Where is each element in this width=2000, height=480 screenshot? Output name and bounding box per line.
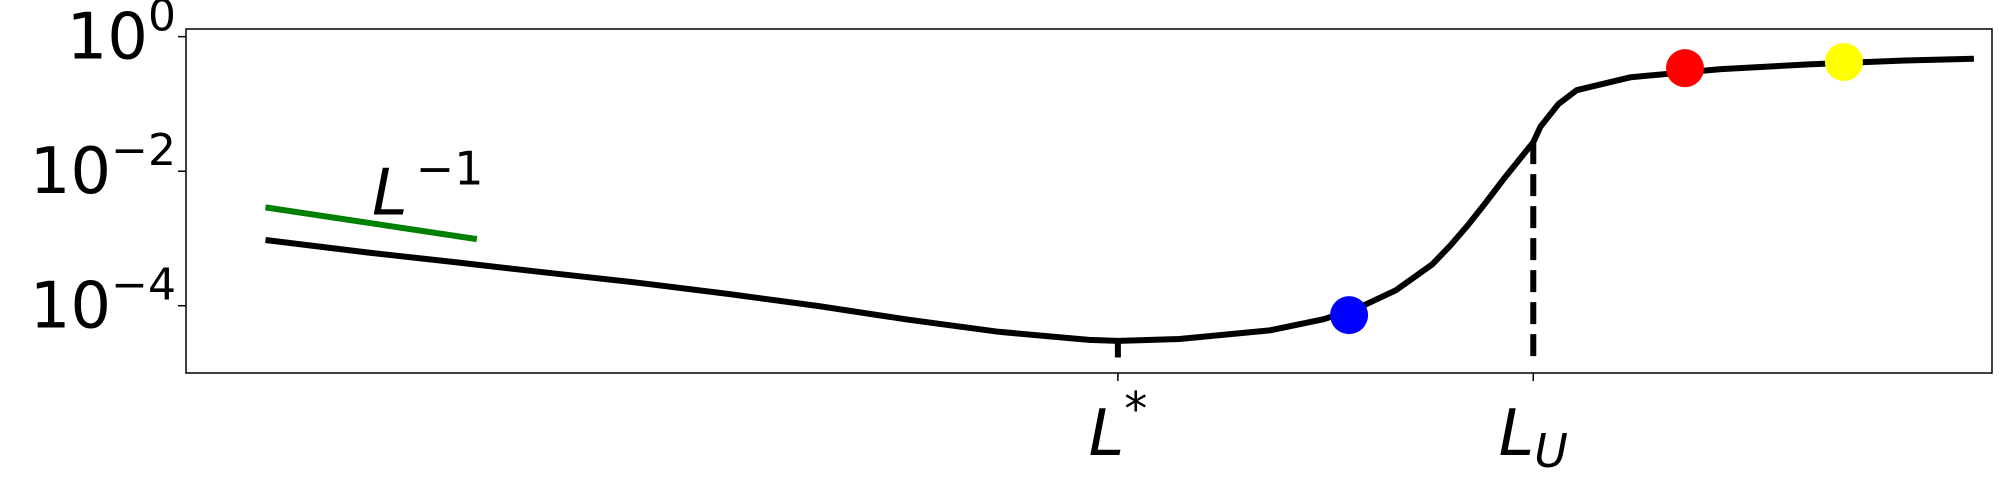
reference-slope-line: [265, 204, 478, 243]
y-axis: 100 10−2 10−4: [30, 0, 186, 344]
annotations: L −1: [372, 141, 483, 230]
marker-point-1: [1665, 49, 1704, 88]
marker-point-0: [1330, 296, 1369, 335]
x-tick-label-0: L*: [1089, 382, 1148, 471]
y-tick-label-1: 10−2: [30, 125, 176, 209]
marker-point-2: [1824, 43, 1863, 82]
data-layer: [265, 43, 1974, 358]
main-curve: [265, 55, 1974, 344]
plot-frame: [185, 28, 1993, 374]
y-tick-label-0: 100: [67, 0, 176, 75]
x-axis: L* LU: [1089, 373, 1568, 478]
x-tick-label-1: LU: [1499, 397, 1568, 478]
slope-annotation: L −1: [372, 141, 483, 230]
y-tick-label-2: 10−4: [30, 260, 176, 344]
